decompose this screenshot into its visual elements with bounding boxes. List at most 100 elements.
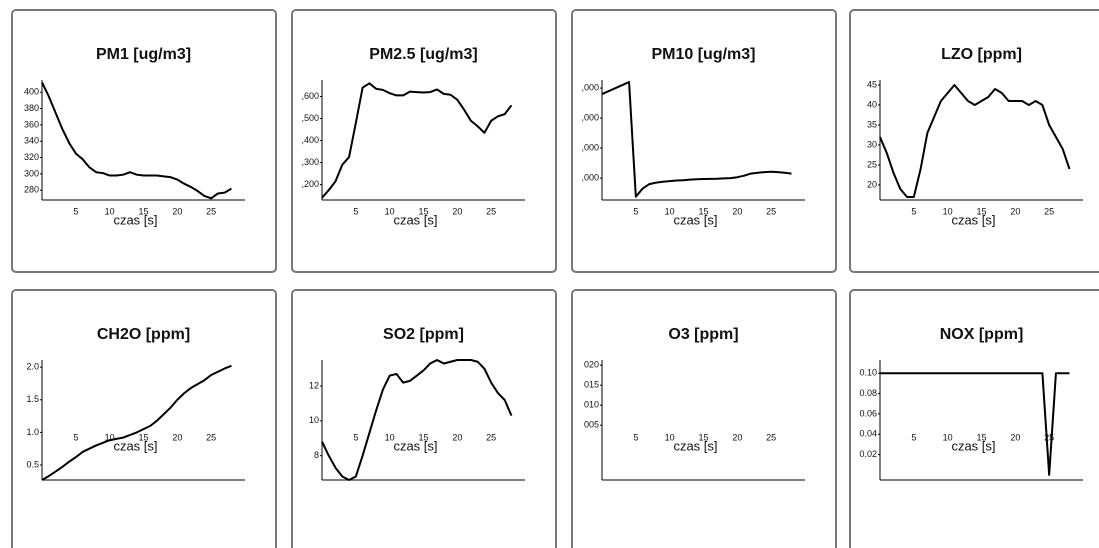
x-tick-label: 15 xyxy=(418,206,428,216)
y-tick-label: ,500 xyxy=(301,113,319,123)
x-axis-title: czas [s] xyxy=(951,438,995,453)
x-tick-label: 15 xyxy=(698,432,708,442)
x-tick-label: 5 xyxy=(911,432,916,442)
x-tick-label: 10 xyxy=(385,206,395,216)
x-tick-label: 10 xyxy=(665,206,675,216)
y-tick-label: ,400 xyxy=(301,135,319,145)
y-tick-label: 8 xyxy=(314,450,319,460)
x-tick-label: 20 xyxy=(732,432,742,442)
y-tick-label: 0.08 xyxy=(859,388,877,398)
y-tick-label: 1.0 xyxy=(26,427,39,437)
x-tick-label: 25 xyxy=(1044,206,1054,216)
x-tick-label: 25 xyxy=(486,206,496,216)
y-tick-label: 30 xyxy=(867,139,877,149)
y-tick-label: 0.02 xyxy=(859,449,877,459)
x-tick-label: 5 xyxy=(73,432,78,442)
x-axis-title: czas [s] xyxy=(393,438,437,453)
y-tick-label: 360 xyxy=(24,119,39,129)
y-tick-label: 0.5 xyxy=(26,459,39,469)
x-tick-label: 5 xyxy=(353,432,358,442)
y-tick-label: 20 xyxy=(867,179,877,189)
x-tick-label: 25 xyxy=(766,432,776,442)
panel xyxy=(849,9,1099,273)
data-line xyxy=(41,364,232,481)
y-tick-label: 0.04 xyxy=(859,429,877,439)
x-axis-title: czas [s] xyxy=(673,212,717,227)
x-tick-label: 15 xyxy=(976,206,986,216)
x-tick-label: 20 xyxy=(732,206,742,216)
y-tick-label: 40 xyxy=(867,99,877,109)
panel xyxy=(11,289,277,548)
y-tick-label: ,000 xyxy=(581,172,599,182)
y-tick-label: 0.06 xyxy=(859,408,877,418)
x-tick-label: 20 xyxy=(452,206,462,216)
x-tick-label: 5 xyxy=(633,206,638,216)
x-tick-label: 20 xyxy=(452,432,462,442)
x-tick-label: 15 xyxy=(138,432,148,442)
x-axis-title: czas [s] xyxy=(951,212,995,227)
panel xyxy=(291,289,557,548)
x-tick-label: 5 xyxy=(633,432,638,442)
x-tick-label: 25 xyxy=(766,206,776,216)
x-tick-label: 15 xyxy=(418,432,428,442)
x-tick-label: 15 xyxy=(976,432,986,442)
x-axis-title: czas [s] xyxy=(393,212,437,227)
y-tick-label: 45 xyxy=(867,79,877,89)
x-tick-label: 25 xyxy=(1044,432,1054,442)
chart-title: CH2O [ppm] xyxy=(97,326,190,343)
y-tick-label: ,000 xyxy=(581,112,599,122)
y-tick-label: 010 xyxy=(584,400,599,410)
y-tick-label: 400 xyxy=(24,87,39,97)
x-tick-label: 20 xyxy=(1010,432,1020,442)
x-tick-label: 5 xyxy=(73,206,78,216)
data-line xyxy=(601,81,792,198)
y-tick-label: 280 xyxy=(24,185,39,195)
chart-title: PM2.5 [ug/m3] xyxy=(369,46,477,63)
panel xyxy=(291,9,557,273)
data-line xyxy=(321,359,513,481)
x-tick-label: 10 xyxy=(943,432,953,442)
y-tick-label: 340 xyxy=(24,136,39,146)
y-tick-label: 12 xyxy=(309,380,319,390)
x-tick-label: 15 xyxy=(698,206,708,216)
y-tick-label: 35 xyxy=(867,119,877,129)
data-line xyxy=(879,84,1071,198)
y-tick-label: 380 xyxy=(24,103,39,113)
y-tick-label: 0.10 xyxy=(859,368,877,378)
panel xyxy=(11,9,277,273)
x-tick-label: 25 xyxy=(206,206,216,216)
data-line xyxy=(41,82,232,200)
data-line xyxy=(321,82,513,199)
y-tick-label: 10 xyxy=(309,415,319,425)
y-tick-label: ,300 xyxy=(301,157,319,167)
panel xyxy=(849,289,1099,548)
x-tick-label: 10 xyxy=(105,206,115,216)
y-tick-label: 015 xyxy=(584,380,599,390)
x-tick-label: 10 xyxy=(943,206,953,216)
panel xyxy=(571,289,837,548)
chart-title: NOX [ppm] xyxy=(940,326,1024,343)
x-tick-label: 20 xyxy=(172,432,182,442)
x-tick-label: 15 xyxy=(138,206,148,216)
y-tick-label: 320 xyxy=(24,152,39,162)
x-tick-label: 25 xyxy=(486,432,496,442)
x-axis-title: czas [s] xyxy=(113,212,157,227)
panel xyxy=(571,9,837,273)
y-tick-label: 2.0 xyxy=(26,362,39,372)
y-tick-label: 005 xyxy=(584,420,599,430)
chart-title: PM10 [ug/m3] xyxy=(651,46,755,63)
y-tick-label: ,600 xyxy=(301,91,319,101)
y-tick-label: 25 xyxy=(867,159,877,169)
y-tick-label: ,000 xyxy=(581,142,599,152)
x-axis-title: czas [s] xyxy=(113,438,157,453)
chart-title: LZO [ppm] xyxy=(941,46,1022,63)
y-tick-label: 020 xyxy=(584,360,599,370)
y-tick-label: ,200 xyxy=(301,179,319,189)
x-tick-label: 10 xyxy=(385,432,395,442)
y-tick-label: 1.5 xyxy=(26,394,39,404)
chart-title: PM1 [ug/m3] xyxy=(96,46,191,63)
x-tick-label: 10 xyxy=(105,432,115,442)
y-tick-label: 300 xyxy=(24,168,39,178)
x-tick-label: 20 xyxy=(1010,206,1020,216)
